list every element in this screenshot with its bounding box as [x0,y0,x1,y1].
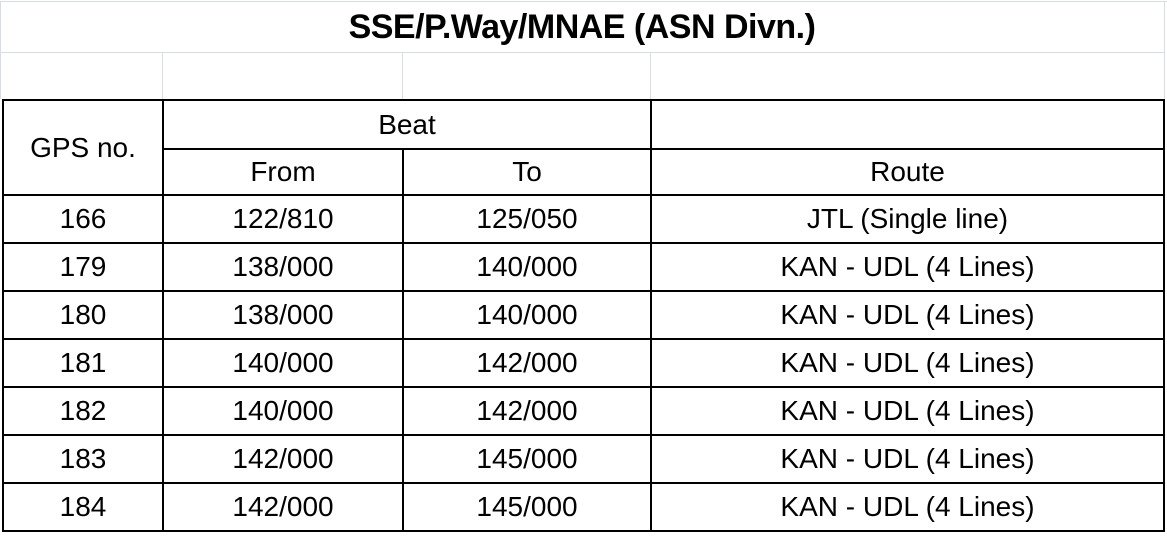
table-row: 166 122/810 125/050 JTL (Single line) [2,194,1165,244]
cell-gps-no[interactable]: 180 [2,290,164,340]
cell-route[interactable]: JTL (Single line) [650,194,1165,244]
header-cell-beat[interactable]: Beat [162,99,652,150]
table-header-row-1: GPS no. Beat [2,99,1165,196]
cell-beat-from[interactable]: 142/000 [162,434,404,484]
gps-beat-table: GPS no. Beat From To Route 166 122/810 1… [2,99,1165,532]
cell-beat-from[interactable]: 122/810 [162,194,404,244]
header-cell-route-spacer[interactable] [650,99,1165,150]
header-cell-route[interactable]: Route [650,148,1165,196]
sheet-title[interactable]: SSE/P.Way/MNAE (ASN Divn.) [348,7,816,46]
cell-beat-to[interactable]: 142/000 [402,338,652,388]
cell-gps-no[interactable]: 184 [2,482,164,532]
cell-gps-no[interactable]: 183 [2,434,164,484]
cell-beat-to[interactable]: 142/000 [402,386,652,436]
table-row: 179 138/000 140/000 KAN - UDL (4 Lines) [2,242,1165,292]
cell-beat-from[interactable]: 138/000 [162,242,404,292]
cell-beat-to[interactable]: 140/000 [402,242,652,292]
cell-gps-no[interactable]: 182 [2,386,164,436]
table-row: 184 142/000 145/000 KAN - UDL (4 Lines) [2,482,1165,532]
cell-gps-no[interactable]: 179 [2,242,164,292]
cell-gps-no[interactable]: 181 [2,338,164,388]
cell-route[interactable]: KAN - UDL (4 Lines) [650,386,1165,436]
cell-beat-to[interactable]: 145/000 [402,434,652,484]
table-row: 183 142/000 145/000 KAN - UDL (4 Lines) [2,434,1165,484]
header-cell-gps-no[interactable]: GPS no. [2,99,164,196]
sheet-gridline-col-b [402,52,403,99]
cell-route[interactable]: KAN - UDL (4 Lines) [650,290,1165,340]
cell-beat-from[interactable]: 140/000 [162,386,404,436]
header-cell-from[interactable]: From [162,148,404,196]
cell-beat-from[interactable]: 140/000 [162,338,404,388]
header-cell-to[interactable]: To [402,148,652,196]
cell-beat-to[interactable]: 125/050 [402,194,652,244]
cell-beat-to[interactable]: 140/000 [402,290,652,340]
sheet-gridline-left [0,1,1,99]
cell-beat-to[interactable]: 145/000 [402,482,652,532]
cell-beat-from[interactable]: 142/000 [162,482,404,532]
cell-route[interactable]: KAN - UDL (4 Lines) [650,338,1165,388]
sheet-gridline-title-bottom [0,52,1165,53]
cell-route[interactable]: KAN - UDL (4 Lines) [650,482,1165,532]
sheet-gridline-top [0,1,1167,2]
sheet-gridline-col-c [650,52,651,99]
table-row: 180 138/000 140/000 KAN - UDL (4 Lines) [2,290,1165,340]
table-row: 181 140/000 142/000 KAN - UDL (4 Lines) [2,338,1165,388]
table-row: 182 140/000 142/000 KAN - UDL (4 Lines) [2,386,1165,436]
cell-gps-no[interactable]: 166 [2,194,164,244]
cell-route[interactable]: KAN - UDL (4 Lines) [650,242,1165,292]
table-header-row-2: From To Route [3,148,1165,196]
sheet-gridline-col-a [162,52,163,99]
cell-route[interactable]: KAN - UDL (4 Lines) [650,434,1165,484]
sheet-gridline-right [1164,1,1165,99]
cell-beat-from[interactable]: 138/000 [162,290,404,340]
